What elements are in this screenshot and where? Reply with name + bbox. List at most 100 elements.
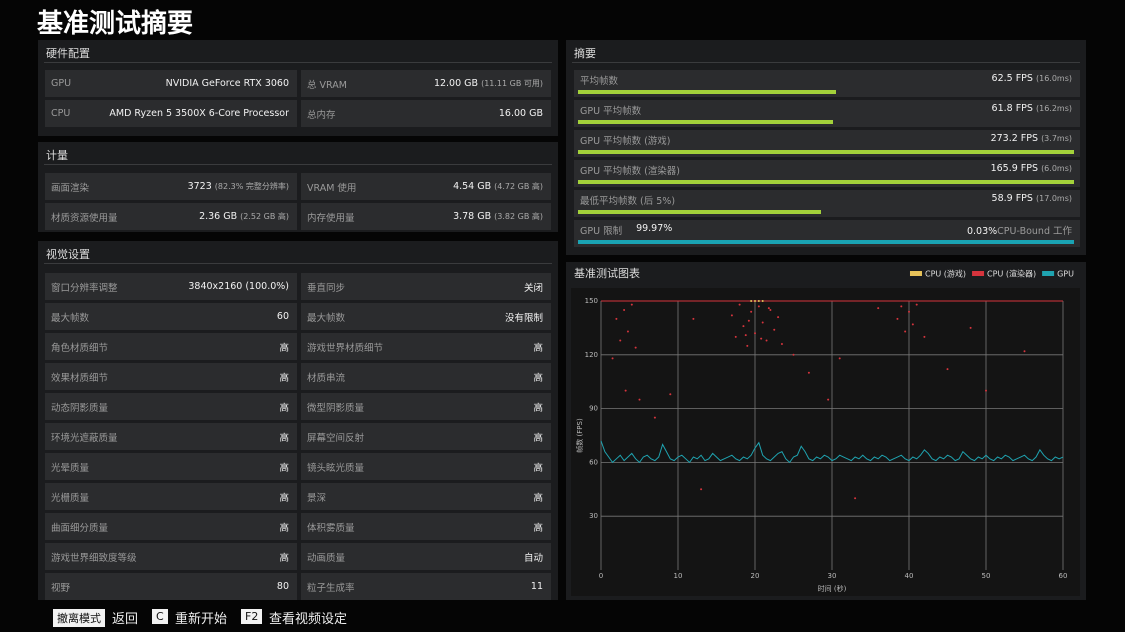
chart: 基准测试图表 0 10 20 30 40 50 60 30 60 90 120 150 时间 (秒) 帧数… (566, 262, 1086, 600)
cell-value: 高 (279, 342, 289, 354)
key-action[interactable]: 返回 (112, 612, 139, 627)
setting-cell: 角色材质细节 高 (45, 333, 297, 360)
cell-label: 体积雾质量 (307, 522, 355, 534)
summary-value-group: 62.5 FPS (16.0ms) (992, 73, 1080, 84)
scatter-point (900, 305, 903, 308)
cell-value-group: 高 (279, 400, 297, 414)
cell-label: 微型阴影质量 (307, 402, 365, 414)
legend-swatch (972, 271, 985, 276)
panel-rule (572, 62, 1080, 63)
cell-value: 高 (533, 522, 543, 534)
summary-bar (578, 150, 1074, 154)
cpu-bound-label: CPU-Bound 工作 (997, 226, 1072, 237)
cell-value: 高 (279, 492, 289, 504)
cell-value: 16.00 GB (498, 108, 543, 119)
setting-cell: 粒子生成率 11 (301, 573, 551, 600)
legend-swatch (1042, 271, 1055, 276)
cell-label: 光晕质量 (51, 462, 90, 474)
panel-rule (44, 62, 552, 63)
cell-value: 3840x2160 (100.0%) (188, 281, 289, 292)
scatter-point (760, 337, 763, 340)
cell-value: 3723 (187, 181, 212, 192)
cell-value: 11 (530, 581, 543, 592)
cell-value-group: 高 (533, 370, 551, 384)
summary-value: 273.2 FPS (990, 133, 1039, 144)
scatter-point (1023, 350, 1026, 353)
scatter-point (827, 398, 830, 401)
x-tick-label: 60 (1059, 572, 1068, 580)
cell-label: 光栅质量 (51, 492, 90, 504)
scatter-point (730, 314, 733, 317)
summary-frametime: (6.0ms) (1041, 164, 1072, 173)
scatter-point (750, 310, 753, 313)
page-title: 基准测试摘要 (37, 9, 194, 39)
cell-value-group: NVIDIA GeForce RTX 3060 (166, 78, 297, 89)
key-action[interactable]: 重新开始 (175, 612, 228, 627)
cpu-bound-value: 0.03% (966, 226, 998, 237)
cell-value: 高 (533, 402, 543, 414)
cell-label: 内存使用量 (307, 212, 355, 224)
cell-value: 高 (279, 462, 289, 474)
summary-bar (578, 210, 822, 214)
x-tick-label: 20 (751, 572, 760, 580)
cell-value-group: 高 (533, 400, 551, 414)
legend-label: CPU (渲染器) (987, 269, 1036, 279)
setting-cell: 效果材质细节 高 (45, 363, 297, 390)
y-tick-label: 150 (585, 297, 598, 305)
summary-value: 61.8 FPS (991, 103, 1033, 114)
scatter-point (700, 488, 703, 491)
setting-cell: GPU NVIDIA GeForce RTX 3060 (45, 70, 297, 97)
setting-cell: 曲面细分质量 高 (45, 513, 297, 540)
legend-label: CPU (游戏) (925, 269, 966, 279)
cell-value-group: 高 (533, 520, 551, 534)
scatter-point (619, 339, 622, 342)
cell-value-group: 2.36 GB (2.52 GB 高) (199, 211, 297, 222)
setting-cell: 垂直同步 关闭 (301, 273, 551, 300)
summary-bar (578, 90, 837, 94)
summary-label: 最低平均帧数 (后 5%) (580, 196, 676, 207)
cell-label: 动画质量 (307, 552, 346, 564)
cell-value: 高 (279, 432, 289, 444)
cell-value-group: 关闭 (524, 280, 551, 294)
summary-label: GPU 平均帧数 (游戏) (580, 136, 671, 147)
plot-area (571, 288, 1080, 596)
scatter-point (969, 326, 972, 329)
cpu-bound-group: 0.03%CPU-Bound 工作 (967, 223, 1080, 237)
y-axis-label: 帧数 (FPS) (575, 418, 584, 453)
setting-cell: 最大帧数 没有限制 (301, 303, 551, 330)
cell-label: 效果材质细节 (51, 372, 109, 384)
setting-cell: 材质串流 高 (301, 363, 551, 390)
cell-label: 屏幕空间反射 (307, 432, 365, 444)
cell-value: 高 (533, 342, 543, 354)
x-tick-label: 40 (905, 572, 914, 580)
cell-value: 80 (276, 581, 289, 592)
cell-value-group: 16.00 GB (499, 108, 551, 119)
summary-frametime: (16.0ms) (1035, 74, 1072, 83)
scatter-point (757, 300, 760, 302)
panel-rule (44, 263, 552, 264)
cell-value-group: 高 (533, 340, 551, 354)
cell-value: 高 (533, 432, 543, 444)
scatter-point (734, 335, 737, 338)
cell-label: 垂直同步 (307, 282, 346, 294)
setting-cell: 总 VRAM 12.00 GB (11.11 GB 可用) (301, 70, 551, 97)
cell-value-group: 高 (533, 460, 551, 474)
scatter-point (630, 303, 633, 306)
scatter-point (908, 310, 910, 313)
cell-value-group: 自动 (524, 550, 551, 564)
scatter-point (754, 300, 756, 302)
summary-bar (578, 180, 1074, 184)
cell-value: 60 (276, 311, 289, 322)
scatter-point (777, 316, 780, 319)
cell-label: 总内存 (307, 109, 336, 121)
setting-cell: 内存使用量 3.78 GB (3.82 GB 高) (301, 203, 551, 230)
x-axis-label: 时间 (秒) (818, 584, 847, 593)
cell-value: 没有限制 (504, 312, 543, 324)
scatter-point (915, 303, 918, 306)
cell-label: VRAM 使用 (307, 182, 357, 194)
setting-cell: 光栅质量 高 (45, 483, 297, 510)
key-action[interactable]: 查看视频设定 (269, 612, 348, 627)
scatter-point (769, 308, 772, 311)
y-tick-label: 60 (589, 458, 598, 466)
